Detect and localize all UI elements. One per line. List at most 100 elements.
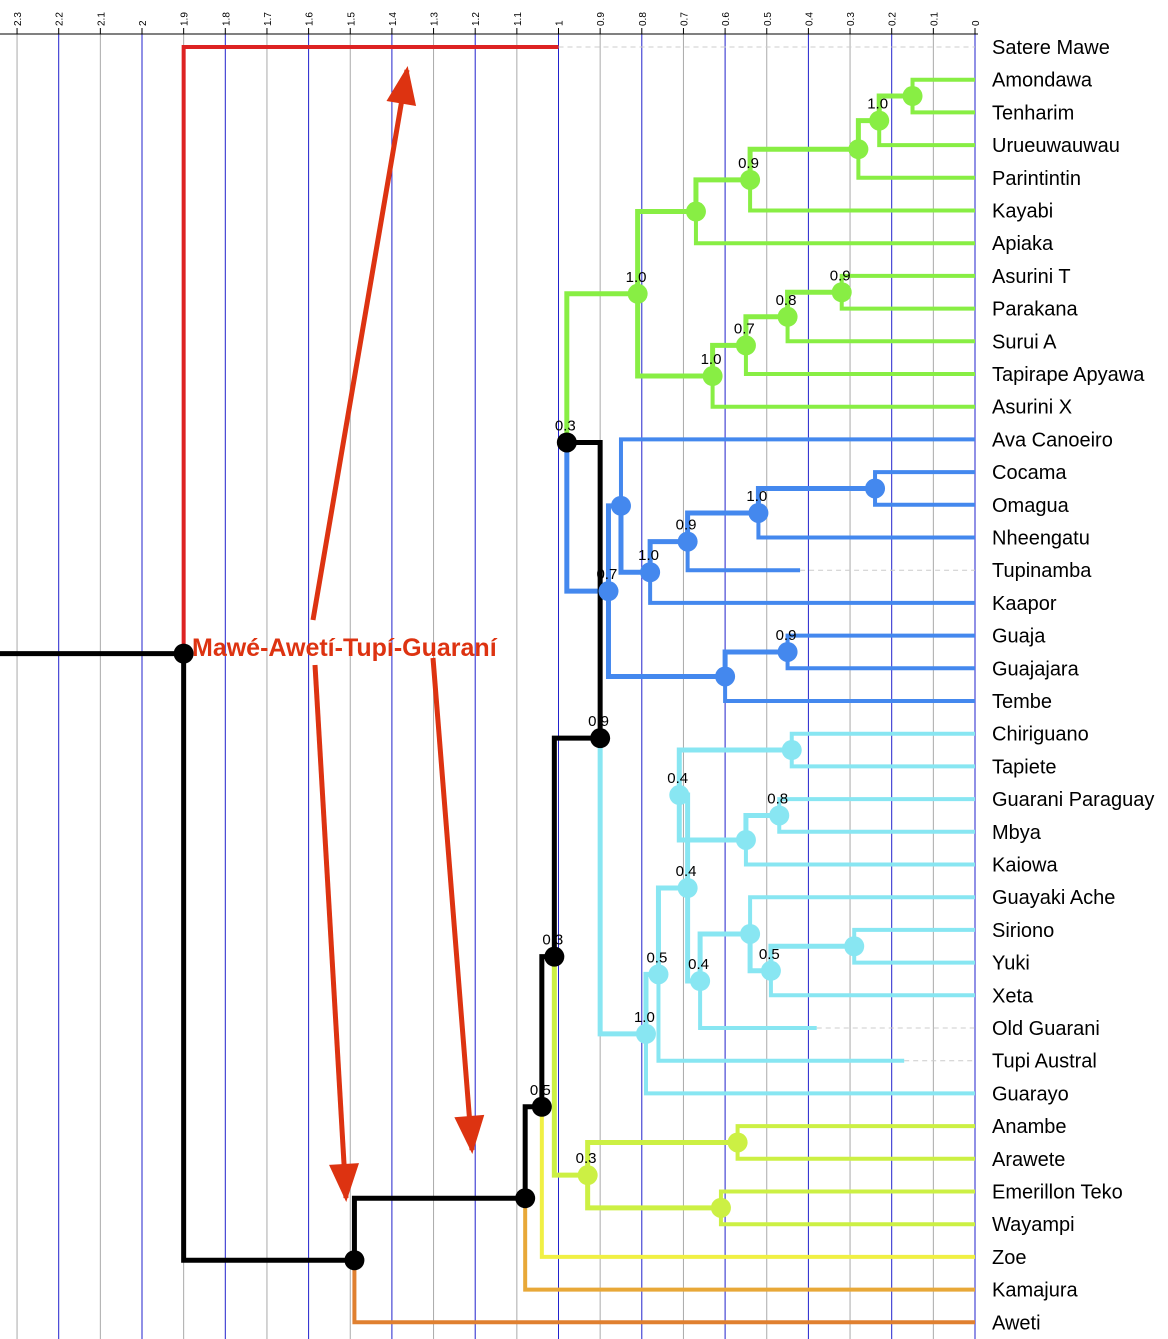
taxon-label: Tembe bbox=[992, 691, 1052, 713]
tree-branch bbox=[605, 591, 726, 679]
tree-branch bbox=[748, 895, 975, 934]
tree-node bbox=[869, 110, 890, 131]
support-value: 0.8 bbox=[767, 790, 788, 807]
taxon-label: Siriono bbox=[992, 920, 1054, 942]
tree-branch bbox=[839, 273, 975, 293]
tree-branch bbox=[722, 649, 788, 677]
tree-node bbox=[627, 283, 648, 304]
axis-tick-label: 1.4 bbox=[388, 12, 399, 26]
tree-branch bbox=[873, 488, 975, 507]
tree-node bbox=[902, 86, 923, 107]
axis-tick-label: 1.2 bbox=[471, 12, 482, 26]
tree-node bbox=[740, 169, 761, 190]
tree-branch bbox=[839, 292, 975, 311]
tree-node bbox=[690, 970, 711, 991]
tree-node bbox=[556, 432, 577, 453]
tree-branch bbox=[676, 747, 792, 796]
tree-branch bbox=[735, 1124, 975, 1143]
tree-branch bbox=[656, 974, 905, 1063]
taxon-label: Tupi Austral bbox=[992, 1051, 1097, 1073]
callout-label: Mawé-Awetí-Tupí-Guaraní bbox=[192, 634, 498, 662]
tree-node bbox=[677, 531, 698, 552]
tree-branch bbox=[747, 146, 859, 180]
tree-node bbox=[715, 666, 736, 687]
taxon-label: Amondawa bbox=[992, 70, 1093, 92]
axis-tick-label: 1.3 bbox=[430, 12, 441, 26]
taxon-labels: Satere Mawe Amondawa Tenharim Urueuwauwau Pa… bbox=[992, 37, 1154, 1334]
clade-callout: Mawé-Awetí-Tupí-Guaraní bbox=[192, 66, 498, 1202]
tree-branch bbox=[743, 345, 975, 376]
tree-branch bbox=[351, 1195, 526, 1261]
callout-arrow-shaft bbox=[312, 664, 349, 1199]
tree-node bbox=[640, 562, 661, 583]
taxon-label: Zoe bbox=[992, 1247, 1026, 1269]
support-value: 0.5 bbox=[759, 946, 780, 963]
tree-branch bbox=[566, 439, 603, 739]
axis-tick-label: 1.9 bbox=[180, 12, 191, 26]
tree-branch bbox=[693, 211, 975, 246]
tree-node bbox=[735, 335, 756, 356]
taxon-label: Tapirape Apyawa bbox=[992, 364, 1145, 386]
taxon-label: Asurini X bbox=[992, 397, 1072, 419]
callout-arrow-shaft bbox=[430, 657, 475, 1151]
tree-nodes bbox=[173, 86, 923, 1271]
support-value: 0.9 bbox=[738, 155, 759, 172]
support-value: 0.7 bbox=[734, 320, 755, 337]
axis-tick-label: 0.4 bbox=[804, 12, 815, 26]
tree-branch bbox=[856, 149, 975, 180]
tree-branch bbox=[551, 956, 588, 1178]
tree-node bbox=[740, 923, 761, 944]
tree-node bbox=[760, 960, 781, 981]
tree-node bbox=[598, 581, 619, 602]
tree-branch bbox=[648, 572, 975, 605]
taxon-label: Mbya bbox=[992, 822, 1042, 844]
tree-branch bbox=[789, 750, 975, 769]
support-value: 1.0 bbox=[701, 351, 722, 368]
time-axis-gridlines bbox=[16, 34, 976, 1339]
tree-branch bbox=[618, 437, 975, 506]
support-value: 0.9 bbox=[588, 713, 609, 730]
taxon-label: Kaiowa bbox=[992, 855, 1058, 877]
tree-node bbox=[844, 936, 865, 957]
tree-node bbox=[590, 728, 611, 749]
tree-branch bbox=[539, 1106, 975, 1259]
tree-node bbox=[685, 201, 706, 222]
callout-arrow-shaft bbox=[310, 69, 410, 621]
tree-node bbox=[544, 946, 565, 967]
tree-branch bbox=[785, 651, 975, 671]
taxon-label: Chiriguano bbox=[992, 724, 1089, 746]
tree-branch bbox=[352, 1260, 975, 1325]
taxon-label: Urueuwauwau bbox=[992, 135, 1120, 157]
taxon-label: Guarayo bbox=[992, 1083, 1069, 1105]
tree-branch bbox=[785, 316, 975, 344]
tree-node bbox=[669, 785, 690, 806]
tree-branch bbox=[789, 731, 975, 751]
support-value: 0.3 bbox=[576, 1150, 597, 1167]
tree-branch bbox=[564, 291, 638, 443]
tree-branch bbox=[710, 342, 746, 377]
tree-branch bbox=[785, 633, 975, 652]
tree-node bbox=[648, 964, 669, 985]
taxon-label: Ava Canoeiro bbox=[992, 429, 1113, 451]
tree-branch bbox=[551, 735, 601, 957]
tree-branch bbox=[635, 293, 713, 379]
support-value: 0.4 bbox=[676, 863, 697, 880]
tree-branches bbox=[0, 45, 975, 1325]
tree-node bbox=[710, 1197, 731, 1218]
taxon-label: Old Guarani bbox=[992, 1018, 1100, 1040]
taxon-label: Nheengatu bbox=[992, 528, 1090, 550]
tree-branch bbox=[676, 795, 746, 843]
tree-branch bbox=[597, 738, 646, 1037]
tree-branch bbox=[635, 209, 696, 294]
tree-node bbox=[610, 495, 631, 516]
axis-tick-label: 0.5 bbox=[763, 12, 774, 26]
tree-branch bbox=[522, 1104, 542, 1199]
taxon-label: Kaapor bbox=[992, 593, 1057, 615]
taxon-label: Satere Mawe bbox=[992, 37, 1110, 59]
tree-branch bbox=[756, 512, 975, 540]
taxon-label: Aweti bbox=[992, 1312, 1041, 1334]
tree-node bbox=[727, 1132, 748, 1153]
tree-branch bbox=[585, 1175, 721, 1211]
taxon-label: Guarani Paraguay bbox=[992, 789, 1154, 811]
tree-branch bbox=[647, 539, 688, 573]
